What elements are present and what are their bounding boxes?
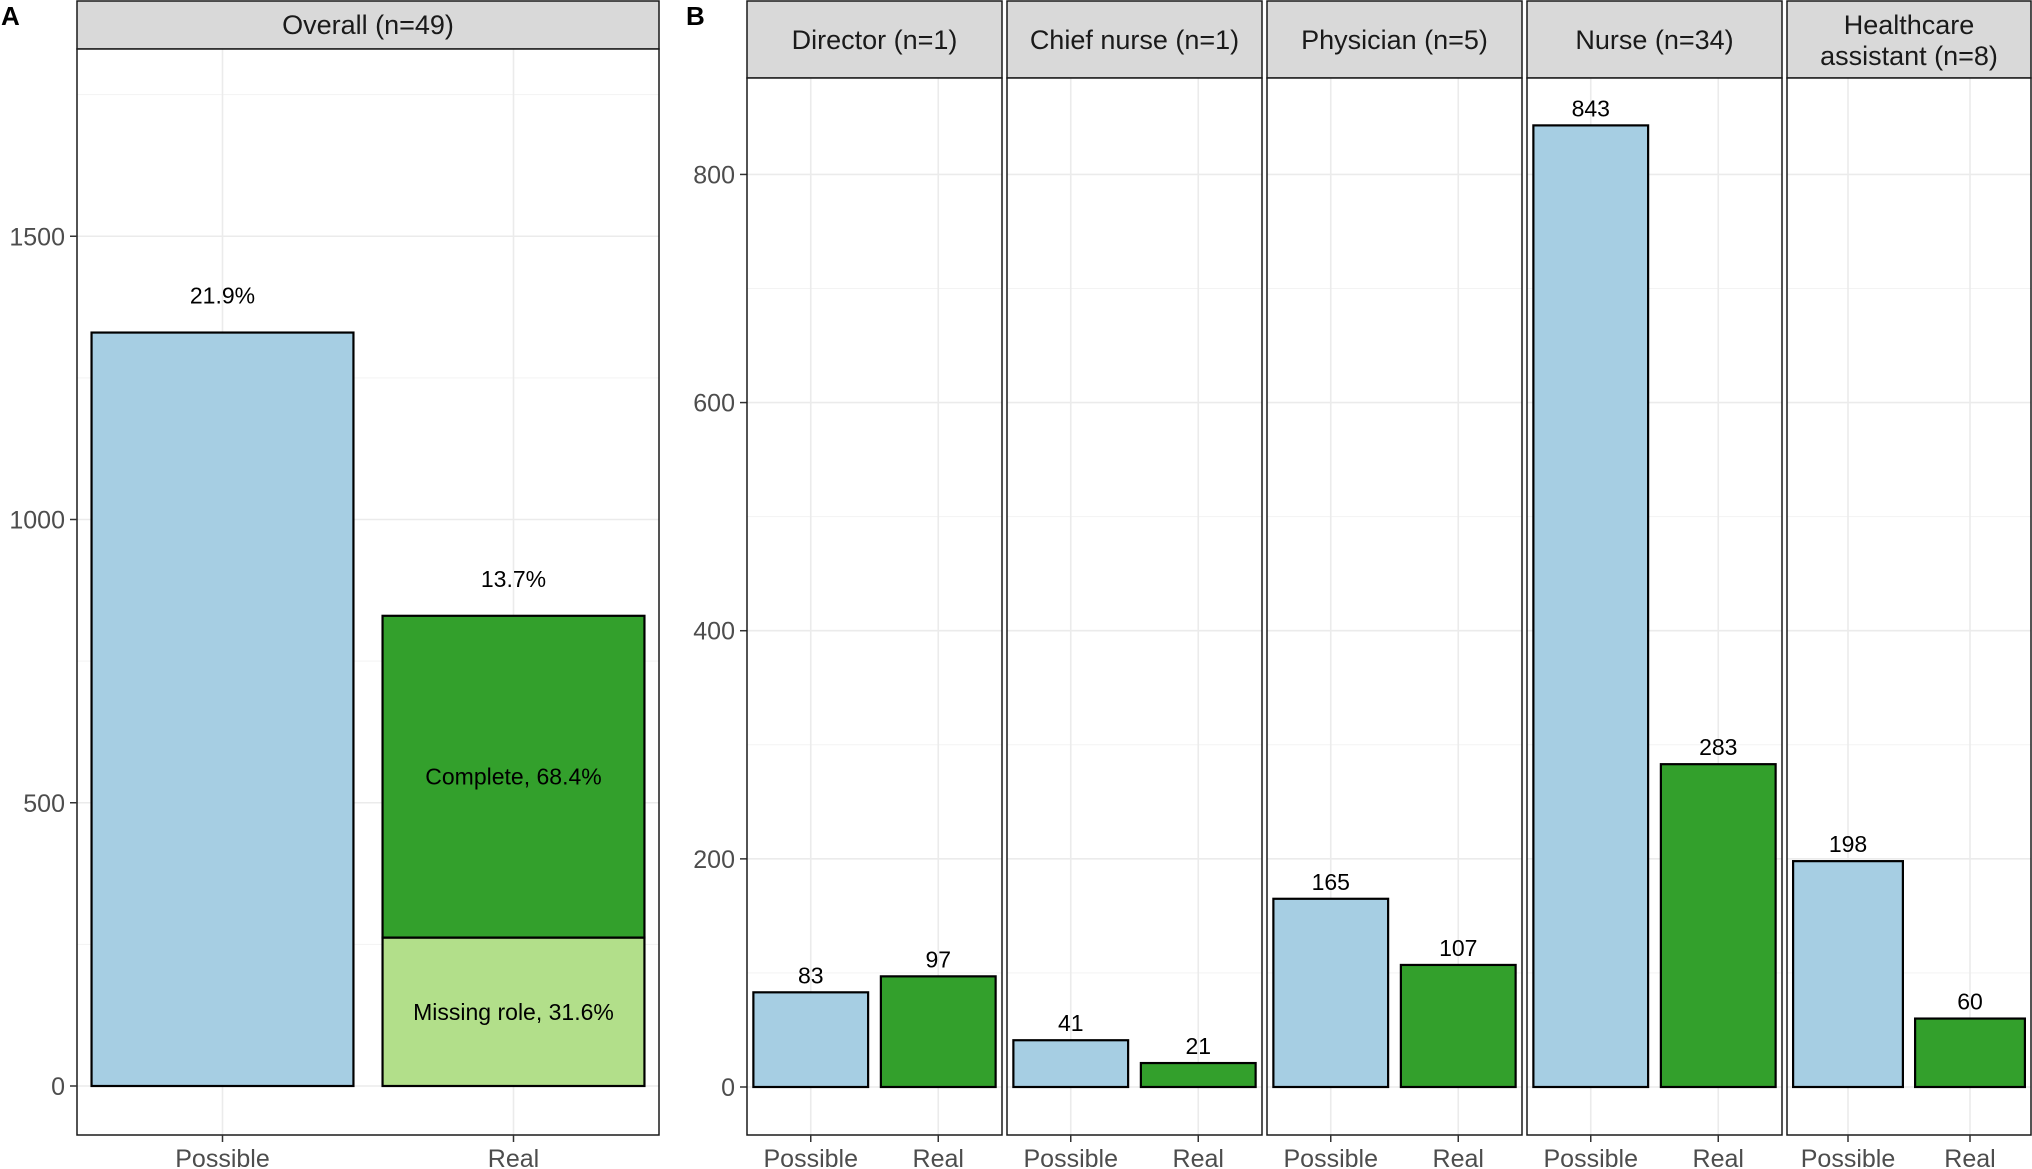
facet-nurse-strip-title: Nurse (n=34) xyxy=(1575,25,1733,55)
facet-director-strip xyxy=(746,0,1003,79)
panel-b-y-tick-label: 800 xyxy=(693,161,735,189)
panel-b-y-tick-label: 600 xyxy=(693,390,735,418)
panel-b-y-tick-label: 400 xyxy=(693,618,735,646)
facet-chief-nurse-bar-possible xyxy=(1012,1039,1130,1089)
panel-b-y-tick-label: 0 xyxy=(721,1074,735,1102)
panel-b-chart: 0 200 400 600 800 Director (n=1) 83 97 Possible R… xyxy=(693,0,2032,1169)
panel-b-y-tick-label: 200 xyxy=(693,846,735,874)
facet-physician-strip-title: Physician (n=5) xyxy=(1301,25,1488,55)
facet-healthcare-assistant-x-tick-label: Real xyxy=(1944,1145,1995,1169)
bar-real-missing-role xyxy=(381,936,646,1088)
bar-real-missing-role-label: Missing role, 31.6% xyxy=(413,999,614,1025)
facet-healthcare-assistant-strip-title-line2: assistant (n=8) xyxy=(1820,41,1998,71)
facet-chief-nurse-strip-title: Chief nurse (n=1) xyxy=(1030,25,1239,55)
facet-nurse-bar-real-label: 283 xyxy=(1699,734,1737,760)
panel-a-y-tick-label: 1000 xyxy=(9,507,65,535)
panel-b-letter: B xyxy=(686,1,705,31)
facet-healthcare-assistant-bar-real xyxy=(1913,1017,2026,1089)
panel-a-border xyxy=(76,48,660,1136)
facet-director-bar-possible xyxy=(752,991,870,1089)
facet-director-border xyxy=(746,77,1003,1136)
facet-physician-border xyxy=(1266,77,1523,1136)
bar-real-complete-label: Complete, 68.4% xyxy=(425,764,601,790)
panel-a-strip xyxy=(76,0,660,50)
facet-physician-strip xyxy=(1266,0,1523,79)
facet-chief-nurse-background xyxy=(1007,78,1262,1135)
facet-director-bar-real-label: 97 xyxy=(925,946,951,972)
facet-physician-x-tick-label: Possible xyxy=(1284,1145,1379,1169)
bar-real-percent-label: 13.7% xyxy=(481,566,546,592)
panel-a-y-tick-label: 0 xyxy=(51,1073,65,1101)
facet-director-background xyxy=(747,78,1002,1135)
panel-a-x-tick-label: Real xyxy=(488,1145,539,1169)
panel-a-y-tick-label: 1500 xyxy=(9,223,65,251)
facet-healthcare-assistant-bar-possible-label: 198 xyxy=(1829,831,1867,857)
panel-a-strip-title: Overall (n=49) xyxy=(282,10,454,40)
bar-possible xyxy=(90,331,355,1088)
facet-physician-bar-real-label: 107 xyxy=(1439,935,1477,961)
bar-possible-percent-label: 21.9% xyxy=(190,283,255,309)
facet-chief-nurse-bar-real xyxy=(1139,1061,1257,1089)
facet-physician-bar-real xyxy=(1399,963,1517,1089)
facet-healthcare-assistant-border xyxy=(1786,77,2032,1136)
panel-a-y-tick-label: 500 xyxy=(23,790,65,818)
facet-chief-nurse-x-tick-label: Possible xyxy=(1024,1145,1119,1169)
facet-nurse-bar-real xyxy=(1659,763,1777,1089)
facet-director-bar-real xyxy=(879,975,997,1089)
facet-physician-bar-possible-label: 165 xyxy=(1312,869,1350,895)
facet-chief-nurse-bar-real-label: 21 xyxy=(1185,1033,1211,1059)
facet-physician-bar-possible xyxy=(1272,897,1390,1089)
facet-chief-nurse-bar-possible-label: 41 xyxy=(1058,1010,1084,1036)
facet-healthcare-assistant-bar-real-label: 60 xyxy=(1957,989,1983,1015)
facet-nurse-bar-possible-label: 843 xyxy=(1572,95,1610,121)
facet-healthcare-assistant-strip xyxy=(1786,0,2032,79)
facet-chief-nurse-border xyxy=(1006,77,1263,1136)
facet-chief-nurse-x-tick-label: Real xyxy=(1173,1145,1224,1169)
facet-physician-x-tick-label: Real xyxy=(1433,1145,1484,1169)
panel-a-letter: A xyxy=(1,1,20,31)
bar-real-complete xyxy=(381,614,646,939)
facet-nurse-x-tick-label: Real xyxy=(1693,1145,1744,1169)
facet-nurse-bar-possible xyxy=(1532,124,1650,1089)
facet-healthcare-assistant-x-tick-label: Possible xyxy=(1801,1145,1896,1169)
facet-nurse-border xyxy=(1526,77,1783,1136)
facet-director-bar-possible-label: 83 xyxy=(798,962,824,988)
facet-healthcare-assistant-strip-title-line1: Healthcare xyxy=(1844,10,1975,40)
facet-director-strip-title: Director (n=1) xyxy=(792,25,958,55)
facet-healthcare-assistant-bar-possible xyxy=(1791,860,1904,1089)
facet-director-x-tick-label: Real xyxy=(913,1145,964,1169)
panel-a-chart: Overall (n=49) 21.9% Missing role, 31.6% Co… xyxy=(9,0,660,1169)
facet-nurse-x-tick-label: Possible xyxy=(1544,1145,1639,1169)
panel-a-x-tick-label: Possible xyxy=(175,1145,270,1169)
facet-director-x-tick-label: Possible xyxy=(764,1145,859,1169)
